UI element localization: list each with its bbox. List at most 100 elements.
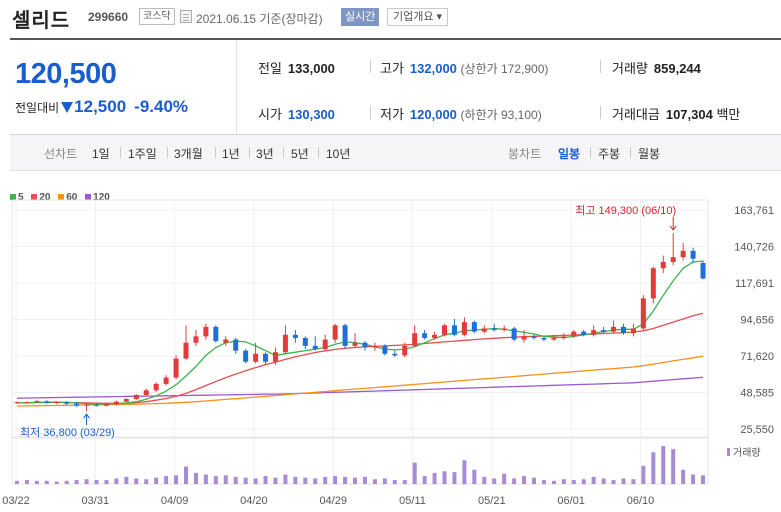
volume-bar [303, 477, 308, 484]
x-tick-label: 03/22 [2, 495, 30, 507]
tab-3years[interactable]: 3년 [256, 147, 274, 161]
candle-body [292, 334, 298, 338]
tab-3months[interactable]: 3개월 [174, 147, 203, 161]
volume-bar [522, 476, 527, 484]
ma5-line [16, 260, 704, 405]
candle-body [94, 404, 100, 406]
x-tick-label: 06/10 [627, 495, 655, 507]
price-box: 120,500 전일대비 12,500 -9.40% [10, 40, 237, 135]
tab-1week[interactable]: 1주일 [128, 147, 157, 161]
volume-bar [263, 476, 268, 484]
candle-body [432, 334, 438, 338]
candle-body [272, 352, 278, 362]
high-label: 고가 [380, 61, 404, 76]
volume-bar [482, 476, 487, 484]
divider [600, 106, 601, 119]
change-row: 전일대비 12,500 -9.40% [15, 97, 188, 117]
candle-body [591, 330, 597, 335]
candle-body [193, 336, 199, 343]
candle-body [133, 395, 139, 399]
candle-body [332, 325, 338, 340]
candle-body [153, 383, 159, 391]
legend-ma60: 60 [58, 192, 77, 203]
volume-bar [701, 475, 706, 484]
amount-value: 107,304 [665, 107, 713, 122]
volume-bar [84, 479, 89, 484]
volume-bar [382, 478, 387, 484]
tab-daily[interactable]: 일봉 [558, 147, 581, 161]
volume-legend-label: 거래량 [733, 447, 761, 459]
candle-body [392, 353, 398, 356]
stock-name: 셀리드 [12, 10, 71, 32]
volume-bar [502, 473, 507, 484]
y-tick-label: 140,726 [734, 242, 774, 254]
candle-body [54, 401, 60, 403]
volume-bar [641, 465, 646, 484]
volume-bar [154, 477, 159, 484]
divider [370, 106, 371, 119]
amount-unit: 백만 [716, 107, 741, 122]
volume-bar [532, 477, 536, 484]
volume-bar [223, 475, 228, 484]
ma20-line [16, 312, 704, 404]
volume-bar [114, 478, 119, 484]
tab-weekly[interactable]: 주봉 [598, 147, 621, 161]
low-marker-arrow [83, 413, 90, 419]
candle-body [253, 353, 259, 362]
candle-body [143, 390, 149, 396]
company-overview-dropdown[interactable]: 기업개요 ▾ [387, 8, 449, 26]
volume-bar [591, 476, 596, 484]
volume-bar [492, 478, 497, 484]
volume-bar [174, 475, 179, 484]
candle-body [302, 337, 308, 346]
volume-bar [392, 480, 397, 484]
high-annotation: 최고 149,300 (06/10) [575, 204, 676, 217]
x-tick-label: 04/09 [161, 495, 189, 507]
document-icon[interactable] [180, 10, 192, 23]
tab-monthly[interactable]: 월봉 [638, 147, 661, 161]
title-bar: 셀리드 299660 코스닥 2021.06.15 기준(장마감) 실시간 기업… [0, 0, 781, 34]
reference-date: 2021.06.15 기준(장마감) [196, 12, 323, 26]
change-label: 전일대비 [15, 101, 60, 115]
candle-body [660, 261, 666, 269]
ma-legend: 5 20 60 120 [10, 192, 115, 203]
volume-bar [323, 476, 328, 484]
candle-body [630, 328, 636, 334]
tab-5years[interactable]: 5년 [291, 147, 309, 161]
candle-body [501, 328, 507, 331]
candle-body [282, 334, 288, 353]
legend-ma5: 5 [10, 192, 24, 203]
divider [370, 60, 371, 73]
volume-bar [512, 478, 517, 484]
tab-1day[interactable]: 1일 [92, 147, 110, 161]
volume-bar [442, 471, 447, 484]
candle-body [312, 345, 318, 350]
price-chart-area: 163,761 140,726 117,691 94,656 71,620 48,585 2… [0, 180, 781, 512]
candlestick-chart[interactable]: 163,761 140,726 117,691 94,656 71,620 48,585 2… [0, 180, 781, 512]
volume-bar [621, 478, 626, 484]
open-value: 130,300 [287, 107, 335, 122]
tab-10years[interactable]: 10년 [326, 147, 351, 161]
change-percent: -9.40% [134, 97, 189, 116]
divider [215, 147, 216, 158]
tab-1year[interactable]: 1년 [222, 147, 240, 161]
prev-close-value: 133,000 [287, 61, 335, 76]
y-tick-label: 48,585 [740, 388, 774, 400]
divider [630, 147, 631, 158]
divider [600, 60, 601, 73]
realtime-button[interactable]: 실시간 [341, 8, 380, 26]
volume-bar [64, 480, 69, 484]
candle-body [163, 377, 169, 384]
volume-bar [571, 480, 576, 484]
down-arrow-icon [61, 102, 74, 113]
volume-legend-swatch [727, 448, 730, 456]
volume-bar [343, 476, 348, 484]
volume-bar [601, 478, 606, 484]
candle-body [611, 326, 617, 332]
candle-body [541, 337, 547, 340]
candle-body [203, 326, 209, 337]
volume-bar [233, 476, 238, 484]
divider [318, 147, 319, 158]
volume-value: 859,244 [653, 61, 701, 76]
volume-bar [581, 479, 586, 484]
